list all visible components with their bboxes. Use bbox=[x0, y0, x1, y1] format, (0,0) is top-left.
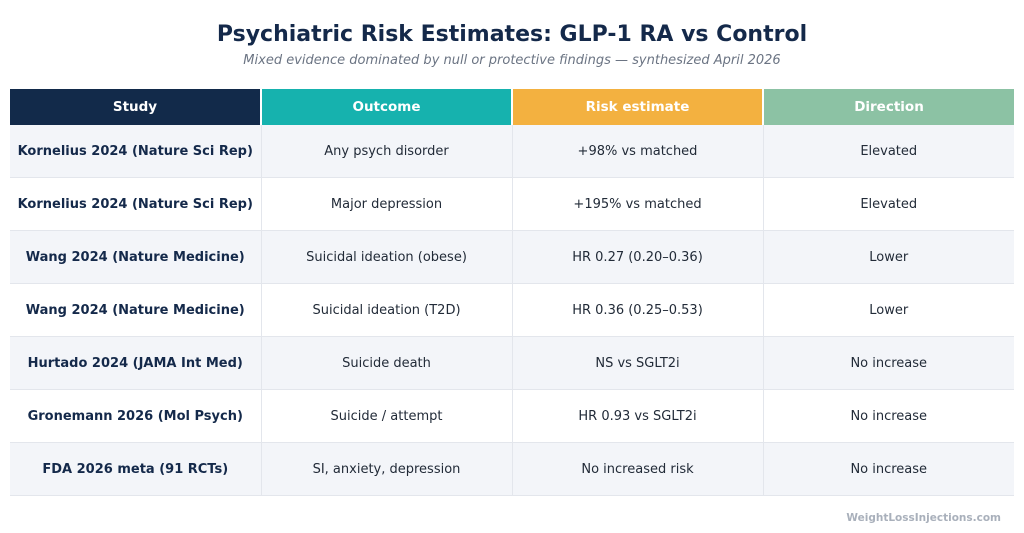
direction-cell: Elevated bbox=[763, 125, 1014, 178]
table-row: FDA 2026 meta (91 RCTs) SI, anxiety, dep… bbox=[10, 442, 1014, 496]
table-row: Wang 2024 (Nature Medicine) Suicidal ide… bbox=[10, 283, 1014, 337]
risk-estimate-cell: HR 0.93 vs SGLT2i bbox=[512, 389, 764, 443]
site-watermark: WeightLossInjections.com bbox=[846, 512, 1001, 524]
risk-estimate-cell: +98% vs matched bbox=[512, 125, 764, 178]
direction-cell: No increase bbox=[763, 389, 1014, 443]
direction-cell: Lower bbox=[763, 283, 1014, 337]
page-title: Psychiatric Risk Estimates: GLP-1 RA vs … bbox=[216, 22, 808, 47]
risk-estimate-cell: NS vs SGLT2i bbox=[512, 336, 764, 390]
study-cell: Gronemann 2026 (Mol Psych) bbox=[10, 389, 262, 443]
table-row: Wang 2024 (Nature Medicine) Suicidal ide… bbox=[10, 230, 1014, 284]
table-row: Kornelius 2024 (Nature Sci Rep) Any psyc… bbox=[10, 125, 1014, 178]
outcome-cell: Suicide death bbox=[261, 336, 513, 390]
risk-estimate-cell: HR 0.27 (0.20–0.36) bbox=[512, 230, 764, 284]
column-header-direction: Direction bbox=[763, 89, 1014, 125]
study-cell: Wang 2024 (Nature Medicine) bbox=[10, 230, 262, 284]
outcome-cell: Suicidal ideation (obese) bbox=[261, 230, 513, 284]
direction-cell: No increase bbox=[763, 442, 1014, 496]
study-cell: Hurtado 2024 (JAMA Int Med) bbox=[10, 336, 262, 390]
study-cell: Kornelius 2024 (Nature Sci Rep) bbox=[10, 177, 262, 231]
risk-estimate-cell: HR 0.36 (0.25–0.53) bbox=[512, 283, 764, 337]
page-subtitle: Mixed evidence dominated by null or prot… bbox=[243, 53, 781, 68]
direction-cell: No increase bbox=[763, 336, 1014, 390]
direction-cell: Elevated bbox=[763, 177, 1014, 231]
risk-estimate-cell: No increased risk bbox=[512, 442, 764, 496]
column-header-risk-estimate: Risk estimate bbox=[512, 89, 764, 125]
table-row: Hurtado 2024 (JAMA Int Med) Suicide deat… bbox=[10, 336, 1014, 390]
risk-estimate-cell: +195% vs matched bbox=[512, 177, 764, 231]
outcome-cell: Any psych disorder bbox=[261, 125, 513, 178]
table-row: Gronemann 2026 (Mol Psych) Suicide / att… bbox=[10, 389, 1014, 443]
direction-cell: Lower bbox=[763, 230, 1014, 284]
column-header-outcome: Outcome bbox=[261, 89, 513, 125]
outcome-cell: SI, anxiety, depression bbox=[261, 442, 513, 496]
study-cell: FDA 2026 meta (91 RCTs) bbox=[10, 442, 262, 496]
column-header-study: Study bbox=[10, 89, 262, 125]
table-row: Kornelius 2024 (Nature Sci Rep) Major de… bbox=[10, 177, 1014, 231]
study-cell: Wang 2024 (Nature Medicine) bbox=[10, 283, 262, 337]
table-header-row: Study Outcome Risk estimate Direction bbox=[10, 89, 1014, 125]
outcome-cell: Major depression bbox=[261, 177, 513, 231]
risk-estimates-table: Study Outcome Risk estimate Direction Ko… bbox=[10, 89, 1014, 496]
outcome-cell: Suicide / attempt bbox=[261, 389, 513, 443]
outcome-cell: Suicidal ideation (T2D) bbox=[261, 283, 513, 337]
study-cell: Kornelius 2024 (Nature Sci Rep) bbox=[10, 125, 262, 178]
